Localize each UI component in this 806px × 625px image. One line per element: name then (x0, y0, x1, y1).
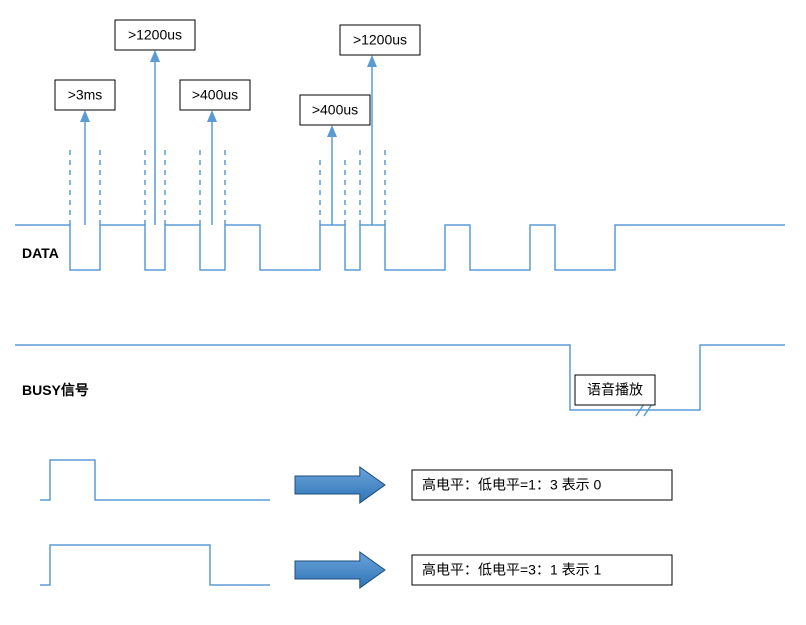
timing-diagram: DATA BUSY信号 >3ms >1200us >400us >400us >1200us… (0, 0, 806, 625)
label-t4-text: >400us (312, 102, 358, 118)
label-t5-text: >1200us (353, 32, 407, 48)
block-arrow-0 (295, 467, 385, 503)
timing-arrow-t4-head (327, 125, 337, 137)
label-t3-text: >400us (192, 87, 238, 103)
ratio1-wave (40, 545, 270, 585)
timing-arrow-t2-head (150, 50, 160, 62)
timing-arrow-t5-head (367, 55, 377, 67)
busy-label: BUSY信号 (22, 382, 89, 398)
ratio0-wave (40, 460, 270, 500)
timing-arrow-t1-head (80, 110, 90, 122)
data-label: DATA (22, 245, 59, 261)
label-ratio1-text: 高电平：低电平=3：1 表示 1 (422, 562, 602, 578)
timing-arrow-t3-head (207, 110, 217, 122)
label-ratio0-text: 高电平：低电平=1：3 表示 0 (422, 477, 602, 493)
label-t2-text: >1200us (128, 27, 182, 43)
label-playback-text: 语音播放 (587, 382, 643, 398)
data-signal (15, 225, 785, 270)
label-t1-text: >3ms (68, 87, 103, 103)
block-arrow-1 (295, 552, 385, 588)
busy-signal (15, 345, 785, 410)
